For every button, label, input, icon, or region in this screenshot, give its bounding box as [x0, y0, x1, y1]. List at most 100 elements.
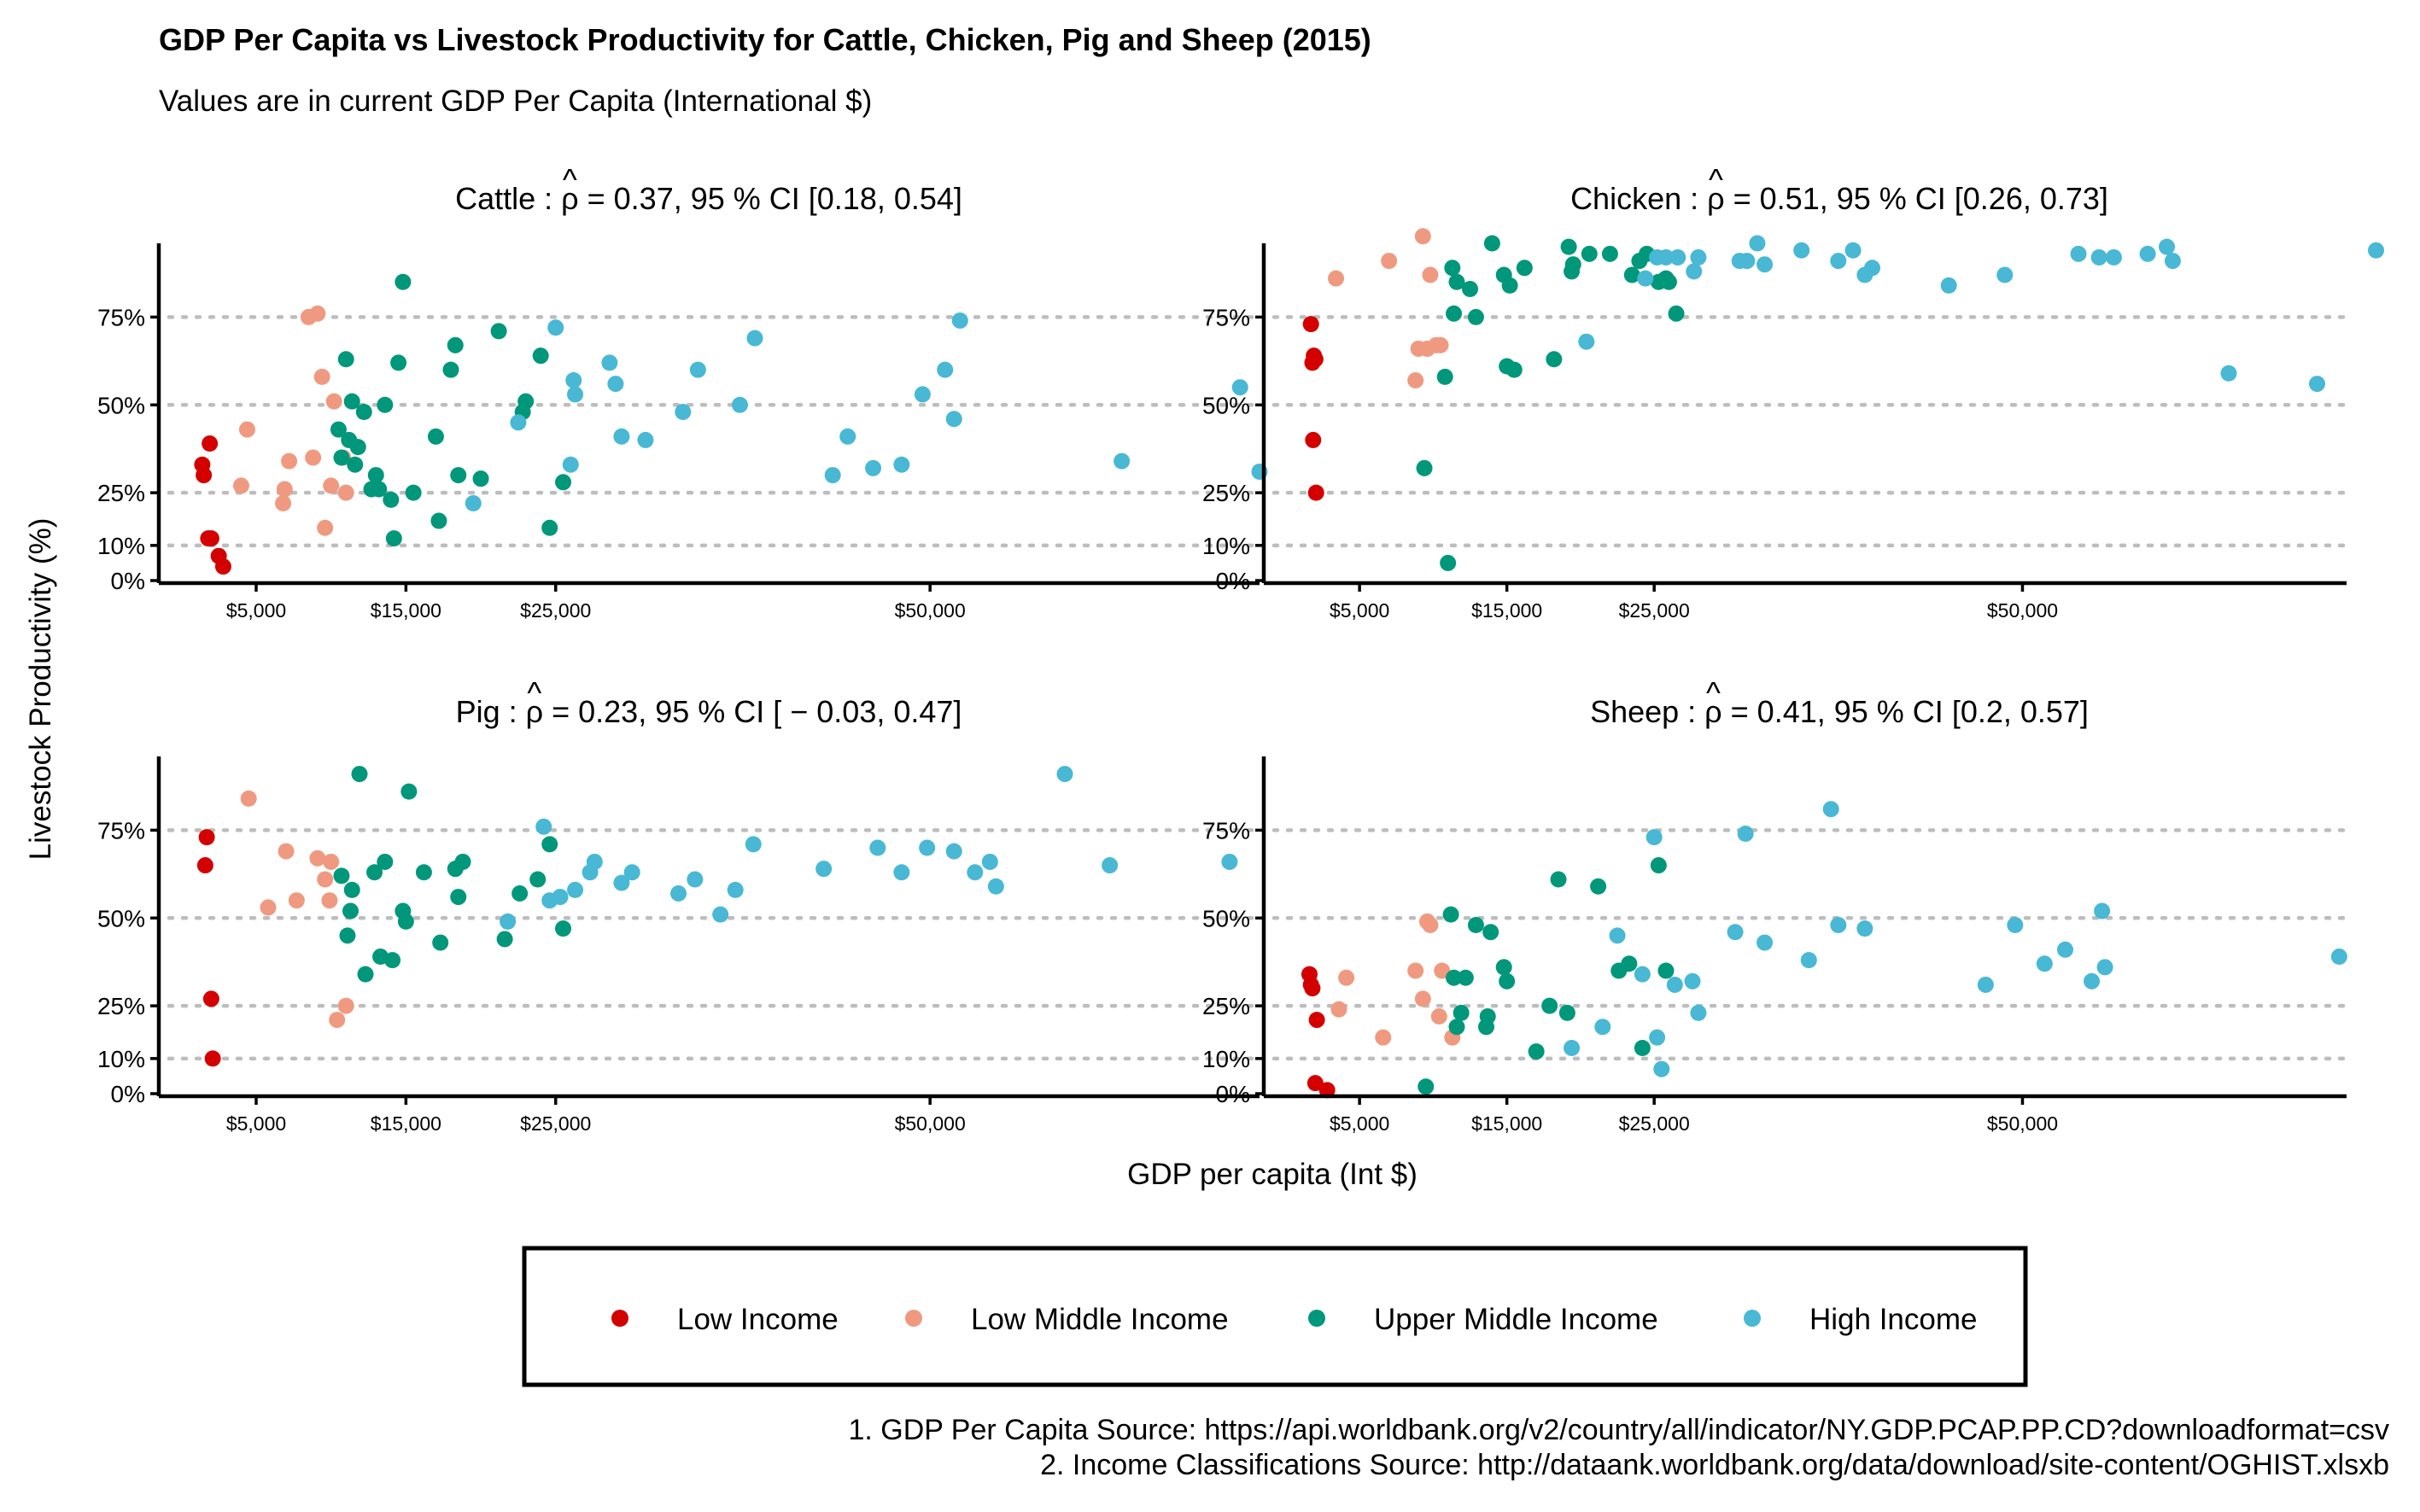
x-tick-label: $15,000: [371, 599, 441, 622]
x-tick-label: $5,000: [226, 599, 286, 622]
panel-title-rho: ρ: [1707, 181, 1724, 216]
data-point: [1649, 1029, 1666, 1046]
data-point: [510, 414, 527, 431]
data-point: [1495, 959, 1512, 976]
panel-title-prefix: Sheep :: [1590, 694, 1704, 729]
data-point: [232, 477, 249, 494]
data-point: [2084, 972, 2101, 990]
y-tick-label: 50%: [97, 905, 145, 931]
data-point: [1977, 976, 1994, 993]
data-point: [555, 920, 572, 937]
x-tick-label: $15,000: [371, 1112, 441, 1135]
chart-title: GDP Per Capita vs Livestock Productivity…: [159, 22, 1371, 57]
y-tick-label: 75%: [97, 304, 145, 330]
data-point: [1634, 966, 1651, 983]
data-point: [1727, 924, 1744, 941]
data-point: [567, 881, 584, 898]
y-tick-label: 10%: [97, 533, 145, 559]
data-point: [565, 371, 582, 388]
data-point: [687, 871, 704, 888]
panel-title-sheep: Sheep : ρ = 0.41, 95 % CI [0.2, 0.57]: [1590, 694, 2089, 729]
data-point: [1684, 972, 1701, 990]
data-point: [1482, 924, 1499, 941]
data-point: [1822, 801, 1839, 818]
data-point: [2070, 245, 2087, 262]
data-point: [623, 864, 640, 881]
x-tick-label: $50,000: [895, 1112, 966, 1135]
data-point: [746, 330, 763, 347]
data-point: [1304, 980, 1321, 997]
data-point: [371, 481, 388, 498]
y-axis-label: Livestock Productivity (%): [24, 518, 57, 861]
data-point: [377, 853, 394, 870]
data-point: [1448, 273, 1465, 290]
data-point: [390, 354, 407, 371]
data-point: [865, 459, 882, 476]
data-point: [914, 386, 931, 403]
panel-title-suffix: = 0.37, 95 % CI [0.18, 0.54]: [579, 181, 962, 216]
data-point: [547, 319, 564, 336]
points-pig: [196, 766, 1238, 1067]
data-point: [366, 864, 383, 881]
data-point: [432, 934, 449, 951]
data-point: [405, 484, 422, 501]
data-point: [2139, 245, 2156, 262]
data-point: [1666, 976, 1683, 993]
data-point: [329, 1012, 346, 1029]
panel-title-suffix: = 0.51, 95 % CI [0.26, 0.73]: [1725, 181, 2108, 216]
data-point: [343, 881, 360, 898]
data-point: [670, 884, 687, 902]
data-point: [1653, 1060, 1670, 1077]
data-point: [1305, 431, 1322, 448]
data-point: [1940, 277, 1957, 294]
data-point: [288, 892, 305, 909]
data-point: [1601, 245, 1618, 262]
data-point: [1800, 952, 1817, 969]
data-point: [1442, 906, 1459, 923]
data-point: [712, 906, 729, 923]
data-point: [1528, 1043, 1545, 1060]
data-point: [1381, 253, 1398, 270]
data-point: [465, 494, 482, 511]
data-point: [2164, 253, 2181, 270]
data-point: [1609, 927, 1626, 944]
panel-title-cattle: Cattle : ρ = 0.37, 95 % CI [0.18, 0.54]: [455, 181, 962, 216]
data-point: [472, 470, 489, 487]
data-point: [1660, 273, 1677, 290]
data-point: [1564, 1040, 1581, 1057]
chart-subtitle: Values are in current GDP Per Capita (In…: [159, 85, 872, 118]
data-point: [1436, 368, 1453, 385]
data-point: [1446, 969, 1463, 986]
panel-title-suffix: = 0.23, 95 % CI [ − 0.03, 0.47]: [543, 694, 962, 729]
points-chicken: [1302, 228, 2385, 571]
data-point: [1446, 305, 1463, 322]
data-point: [454, 853, 471, 870]
data-point: [1330, 1001, 1347, 1018]
data-point: [601, 354, 618, 371]
data-point: [1830, 917, 1847, 933]
y-tick-label: 10%: [1202, 1046, 1250, 1072]
x-tick-label: $25,000: [1619, 1112, 1690, 1135]
data-point: [333, 449, 350, 466]
data-point: [1505, 361, 1523, 378]
data-point: [447, 336, 464, 353]
data-point: [607, 376, 624, 393]
data-point: [529, 871, 547, 888]
legend-dot-low-income: [611, 1310, 628, 1327]
data-point: [1422, 266, 1439, 283]
data-point: [214, 558, 231, 575]
data-point: [202, 530, 219, 547]
data-point: [430, 512, 447, 529]
data-point: [450, 467, 467, 484]
y-tick-label: 50%: [97, 392, 145, 418]
data-point: [2094, 902, 2111, 919]
data-point: [238, 421, 255, 438]
data-point: [427, 428, 444, 445]
data-point: [1686, 263, 1703, 280]
data-point: [383, 491, 400, 508]
data-point: [1448, 1019, 1465, 1036]
legend-label-low-income: Low Income: [677, 1303, 839, 1336]
data-point: [333, 867, 350, 884]
data-point: [981, 853, 998, 870]
data-point: [731, 396, 748, 413]
